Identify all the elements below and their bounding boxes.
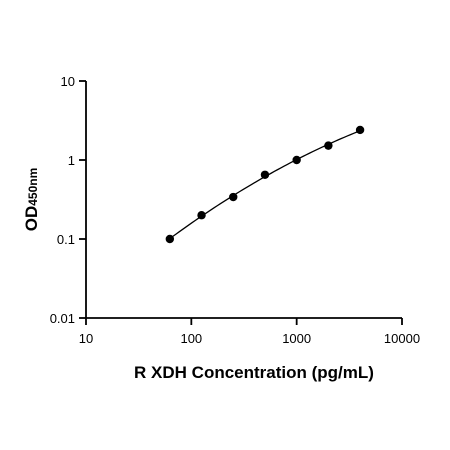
data-point (324, 141, 333, 150)
x-axis-title: R XDH Concentration (pg/mL) (134, 363, 374, 382)
x-tick-label: 10000 (384, 331, 420, 346)
data-point (197, 211, 206, 220)
data-point (165, 234, 175, 244)
data-point (292, 155, 301, 165)
x-axis: 10 100 1000 10000 R XDH Concentration (pg/m… (79, 317, 420, 382)
y-tick-label: 10 (61, 74, 75, 89)
y-ticks: 0.01 0.1 1 10 (50, 74, 86, 326)
data-points (165, 125, 365, 244)
data-point (260, 170, 270, 179)
data-point (355, 125, 365, 135)
y-tick-label: 0.01 (50, 311, 75, 326)
x-tick-label: 10 (79, 331, 93, 346)
y-axis: 0.01 0.1 1 10 OD450nm (22, 74, 87, 326)
y-tick-label: 1 (68, 153, 75, 168)
y-tick-label: 0.1 (57, 232, 75, 247)
y-axis-title-main: OD (22, 206, 41, 232)
x-tick-label: 100 (180, 331, 202, 346)
x-tick-label: 1000 (282, 331, 311, 346)
x-ticks: 10 100 1000 10000 (79, 318, 420, 346)
data-point (229, 192, 238, 202)
y-axis-title-sub: 450nm (26, 168, 40, 206)
y-axis-title: OD450nm (22, 168, 41, 232)
